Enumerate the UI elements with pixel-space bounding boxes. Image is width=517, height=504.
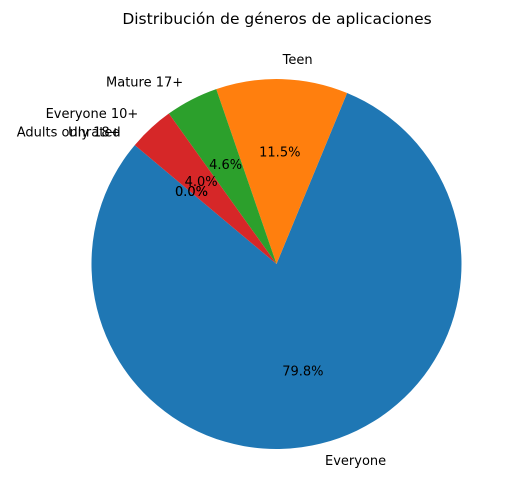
slice-percent-unrated: 0.0% <box>175 185 208 200</box>
slice-label-adults-only-18: Adults only 18+ <box>17 126 121 141</box>
slice-label-teen: Teen <box>282 53 313 68</box>
chart-title: Distribución de géneros de aplicaciones <box>122 10 431 28</box>
pie-labels: Everyone 79.8% Teen 11.5% Mature 17+ 4.6% Ever… <box>17 53 386 469</box>
slice-percent-everyone-10: 4.0% <box>185 175 218 190</box>
slice-percent-everyone: 79.8% <box>282 364 323 379</box>
pie-slice-everyone-10 <box>134 113 277 264</box>
slice-percent-teen: 11.5% <box>259 146 300 161</box>
slice-percent-adults-only-18: 0.0% <box>175 185 208 200</box>
pie-slice-mature-17 <box>168 89 277 264</box>
pie-slices <box>91 79 462 450</box>
slice-label-everyone: Everyone <box>325 454 386 469</box>
slice-label-mature-17: Mature 17+ <box>106 76 183 91</box>
pie-slice-teen <box>216 79 348 264</box>
pie-slice-everyone <box>91 93 462 450</box>
slice-label-unrated: Unrated <box>68 126 120 141</box>
slice-label-everyone-10: Everyone 10+ <box>46 107 139 122</box>
slice-percent-mature-17: 4.6% <box>209 158 242 173</box>
